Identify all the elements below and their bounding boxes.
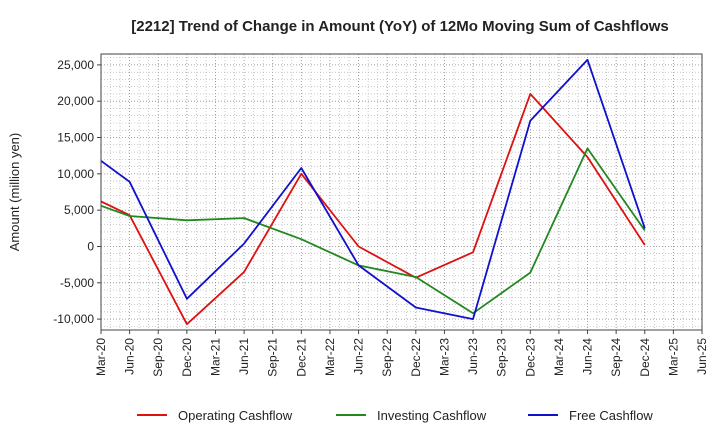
y-tick-label: 20,000 [57, 94, 94, 108]
y-tick-label: 5,000 [64, 203, 94, 217]
x-tick-label: Mar-25 [666, 338, 680, 376]
x-tick-label: Jun-22 [352, 338, 366, 375]
y-tick-label: 15,000 [57, 131, 94, 145]
plot-frame [100, 53, 703, 331]
x-tick-label: Mar-24 [552, 338, 566, 376]
y-tick-label: 10,000 [57, 167, 94, 181]
x-axis-ticks: Mar-20 Jun-20 Sep-20 Dec-20 Mar-21 Jun-21 Sep-… [94, 330, 709, 377]
x-tick-label: Jun-24 [581, 338, 595, 375]
x-tick-label: Dec-24 [638, 338, 652, 377]
legend-label-operating-cashflow: Operating Cashflow [178, 408, 293, 423]
chart-title: [2212] Trend of Change in Amount (YoY) o… [131, 18, 669, 35]
x-tick-label: Dec-22 [409, 338, 423, 377]
y-tick-label: -10,000 [53, 312, 94, 326]
y-tick-label: 25,000 [57, 58, 94, 72]
y-axis-ticks: -10,000 -5,000 0 5,000 10,000 15,000 20,000 25,… [53, 58, 101, 326]
x-tick-label: Jun-21 [237, 338, 251, 375]
x-tick-label: Dec-21 [294, 338, 308, 377]
y-axis-label: Amount (million yen) [7, 133, 22, 252]
series-line-free-cashflow [100, 58, 646, 321]
x-tick-label: Jun-23 [466, 338, 480, 375]
x-tick-label: Dec-23 [523, 338, 537, 377]
x-tick-label: Mar-22 [323, 338, 337, 376]
x-tick-label: Sep-24 [609, 338, 623, 377]
x-tick-label: Mar-23 [437, 338, 451, 376]
y-tick-label: -5,000 [60, 276, 94, 290]
x-tick-label: Sep-23 [495, 338, 509, 377]
x-tick-label: Sep-21 [266, 338, 280, 377]
x-tick-label: Dec-20 [180, 338, 194, 377]
legend-label-free-cashflow: Free Cashflow [569, 408, 653, 423]
legend-label-investing-cashflow: Investing Cashflow [377, 408, 487, 423]
y-tick-label: 0 [87, 239, 94, 253]
series-layer [100, 58, 646, 326]
x-tick-label: Jun-25 [695, 338, 709, 375]
series-line-operating-cashflow [100, 93, 646, 326]
x-tick-label: Sep-22 [380, 338, 394, 377]
x-tick-label: Mar-21 [208, 338, 222, 376]
x-tick-label: Jun-20 [123, 338, 137, 375]
grid-layer [100, 54, 703, 330]
legend: Operating Cashflow Investing Cashflow Free… [137, 408, 653, 423]
x-tick-label: Mar-20 [94, 338, 108, 376]
x-tick-label: Sep-20 [151, 338, 165, 377]
